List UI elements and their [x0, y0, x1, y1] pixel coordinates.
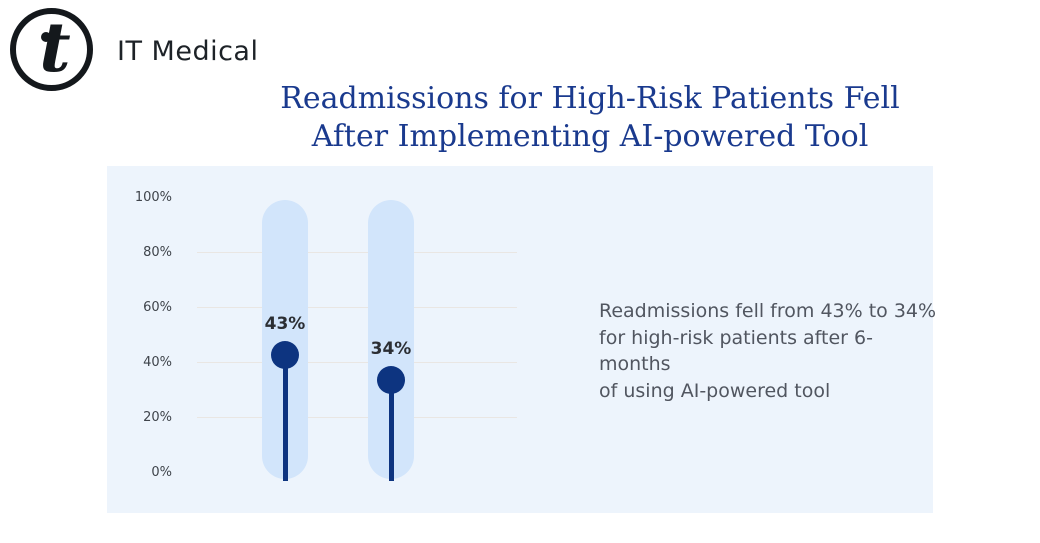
y-tick-40: 40%	[143, 355, 172, 370]
logo-dot	[41, 32, 51, 42]
y-tick-100: 100%	[134, 190, 172, 205]
slider-value-label: 43%	[264, 313, 306, 334]
gridline-60	[197, 307, 517, 308]
chart-title: Readmissions for High-Risk Patients Fell…	[140, 80, 1040, 156]
logo-t-glyph: t	[39, 8, 71, 88]
y-tick-60: 60%	[143, 300, 172, 315]
gridline-40	[197, 362, 517, 363]
slider-thumb[interactable]	[271, 340, 299, 369]
slider-value-label: 34%	[370, 338, 412, 359]
y-tick-20: 20%	[143, 410, 172, 425]
annotation-line2: for high-risk patients after 6-months	[599, 326, 873, 376]
annotation-line3: of using AI-powered tool	[599, 379, 831, 402]
annotation-text: Readmissions fell from 43% to 34% for hi…	[599, 298, 939, 404]
gridline-20	[197, 417, 517, 418]
slider-after: 34%	[368, 200, 414, 481]
chart-panel: 100% 80% 60% 40% 20% 0% 43% 34% Readmiss…	[107, 166, 936, 513]
slider-thumb[interactable]	[377, 365, 405, 394]
y-tick-0: 0%	[151, 465, 172, 480]
y-tick-80: 80%	[143, 245, 172, 260]
it-medical-logo-icon: t	[10, 8, 93, 91]
chart-title-line1: Readmissions for High-Risk Patients Fell	[280, 81, 900, 116]
brand-name: IT Medical	[117, 36, 259, 67]
slider-stem	[282, 354, 288, 481]
annotation-line1: Readmissions fell from 43% to 34%	[599, 300, 937, 322]
gridline-80	[197, 252, 517, 253]
chart-title-line2: After Implementing AI-powered Tool	[311, 119, 869, 154]
slider-before: 43%	[262, 200, 308, 481]
slider-stem	[388, 379, 394, 481]
